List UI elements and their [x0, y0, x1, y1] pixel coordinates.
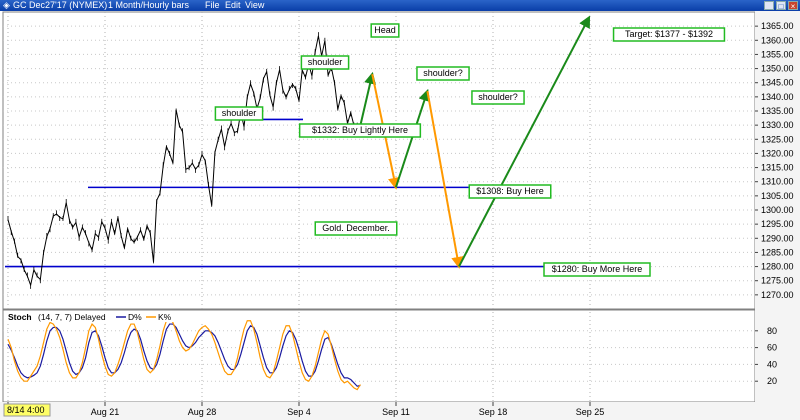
y-tick-label: 1280.00 — [761, 262, 794, 272]
stoch-header-bg — [4, 311, 214, 322]
window-title: GC Dec27'17 (NYMEX) — [13, 0, 108, 10]
stoch-tick-label: 80 — [767, 326, 777, 336]
menu-file[interactable]: File — [205, 0, 220, 10]
annotation-label: Target: $1377 - $1392 — [625, 29, 713, 39]
y-tick-label: 1340.00 — [761, 92, 794, 102]
annotation-label: Gold. December. — [322, 223, 390, 233]
annotation-label-box — [370, 23, 400, 38]
x-tick-label: Aug 21 — [91, 407, 120, 417]
annotation-label-box — [214, 106, 264, 121]
projection-up-arrow — [359, 71, 376, 126]
annotation-label-box — [471, 90, 525, 105]
maximize-icon[interactable]: □ — [776, 1, 786, 11]
window-controls: _ □ × — [764, 0, 798, 11]
annotation-label-box — [612, 27, 726, 42]
stoch-title: Stoch — [8, 312, 32, 322]
x-tick-label: 8/14 4:00 — [7, 405, 45, 415]
y-tick-label: 1295.00 — [761, 219, 794, 229]
stoch-d-line — [7, 323, 361, 387]
y-tick-label: 1320.00 — [761, 148, 794, 158]
level-label-box — [298, 123, 422, 138]
y-tick-label: 1330.00 — [761, 120, 794, 130]
x-tick-label: Sep 25 — [576, 407, 605, 417]
legend-label-d: D% — [128, 312, 142, 322]
title-bar: ◈ GC Dec27'17 (NYMEX) 1 Month/Hourly bar… — [0, 0, 800, 11]
projection-up-arrow — [394, 88, 431, 188]
annotation-label: shoulder? — [423, 68, 463, 78]
x-tick-label: Aug 28 — [188, 407, 217, 417]
projection-up-arrow — [458, 15, 591, 268]
price-panel — [2, 11, 756, 310]
annotation-label: shoulder? — [478, 92, 518, 102]
y-tick-label: 1290.00 — [761, 233, 794, 243]
y-tick-label: 1325.00 — [761, 134, 794, 144]
annotation-label: shoulder — [308, 57, 343, 67]
stoch-tick-label: 60 — [767, 343, 777, 353]
y-axis-strip — [755, 11, 800, 420]
x-tick-label: Sep 11 — [382, 407, 410, 417]
minimize-icon[interactable]: _ — [764, 1, 774, 11]
level-label: $1280: Buy More Here — [552, 264, 643, 274]
stoch-tick-label: 20 — [767, 376, 777, 386]
y-tick-label: 1315.00 — [761, 163, 794, 173]
stoch-panel — [2, 309, 756, 403]
interval-label[interactable]: 1 Month/Hourly bars — [108, 0, 190, 10]
menu-view[interactable]: View — [245, 0, 265, 10]
annotation-label-box — [300, 55, 350, 70]
chart-canvas: 1270.00 1275.00 1280.00 1285.00 1290.00 1295.… — [0, 11, 800, 420]
chart-icon: ◈ — [3, 0, 10, 10]
close-icon[interactable]: × — [788, 1, 798, 11]
y-tick-label: 1275.00 — [761, 276, 794, 286]
y-tick-label: 1310.00 — [761, 177, 794, 187]
level-label-box — [543, 262, 651, 277]
projection-down-arrow — [426, 91, 464, 269]
y-tick-label: 1285.00 — [761, 247, 794, 257]
annotation-label: shoulder — [222, 108, 257, 118]
x-tick-label: Sep 18 — [479, 407, 508, 417]
stoch-params: (14, 7, 7) Delayed — [38, 312, 106, 322]
stoch-k-line — [7, 318, 361, 391]
level-label-box — [468, 184, 552, 199]
cursor-date-box — [3, 403, 51, 417]
y-tick-label: 1360.00 — [761, 35, 794, 45]
level-label: $1332: Buy Lightly Here — [312, 125, 408, 135]
x-tick-label: Sep 4 — [287, 407, 311, 417]
price-line — [7, 35, 361, 287]
annotation-label: Head — [374, 25, 396, 35]
y-tick-label: 1305.00 — [761, 191, 794, 201]
legend-label-k: K% — [158, 312, 172, 322]
y-tick-label: 1350.00 — [761, 64, 794, 74]
y-tick-label: 1270.00 — [761, 290, 794, 300]
x-axis-strip — [0, 402, 800, 420]
menu-edit[interactable]: Edit — [225, 0, 241, 10]
level-label: $1308: Buy Here — [476, 186, 544, 196]
annotation-label-box — [416, 66, 470, 81]
y-tick-label: 1365.00 — [761, 21, 794, 31]
y-tick-label: 1355.00 — [761, 49, 794, 59]
annotation-label-box — [314, 221, 398, 236]
y-tick-label: 1300.00 — [761, 205, 794, 215]
y-tick-label: 1335.00 — [761, 106, 794, 116]
y-tick-label: 1345.00 — [761, 78, 794, 88]
stoch-tick-label: 40 — [767, 359, 777, 369]
